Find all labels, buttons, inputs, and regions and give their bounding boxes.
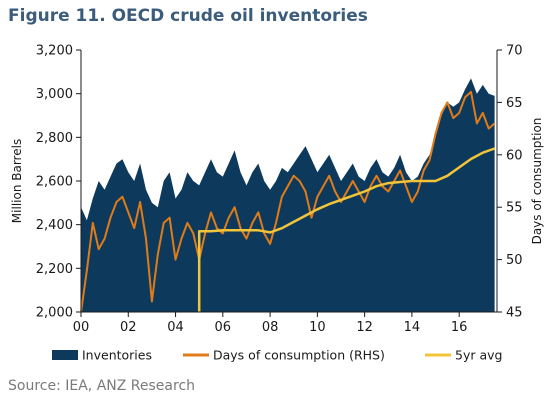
right-tick-label: 60: [506, 148, 523, 163]
right-tick-label: 70: [506, 44, 523, 59]
left-tick-label: 3,200: [36, 44, 73, 59]
line-layer: [80, 90, 496, 313]
x-tick-label: 06: [215, 320, 232, 335]
right-axis-title: Days of consumption: [530, 118, 544, 245]
x-tick-label: 10: [309, 320, 326, 335]
left-tick-label: 2,400: [36, 218, 73, 233]
x-tick-label: 14: [404, 320, 421, 335]
left-tick-label: 2,600: [36, 175, 73, 190]
left-tick-label: 2,000: [36, 306, 73, 321]
left-tick-label: 3,000: [36, 87, 73, 102]
x-tick-label: 12: [356, 320, 373, 335]
inventories-area: [81, 78, 495, 313]
axes-layer: 2,000 2,200 2,400 2,600 2,800 3,000 3,200 45 50 5…: [10, 44, 544, 336]
right-tick-label: 50: [506, 253, 523, 268]
legend-days-of-consumption-label: Days of consumption (RHS): [213, 348, 385, 363]
legend-five-year-average-label: 5yr avg: [455, 348, 502, 363]
x-tick-label: 16: [451, 320, 468, 335]
source-note: Source: IEA, ANZ Research: [8, 378, 196, 394]
left-tick-label: 2,800: [36, 131, 73, 146]
right-tick-label: 55: [506, 201, 523, 216]
right-tick-label: 45: [506, 306, 523, 321]
legend: Inventories Days of consumption (RHS) 5yr …: [52, 348, 502, 363]
days-of-consumption-line: [80, 90, 496, 313]
left-axis-title: Million Barrels: [10, 139, 24, 223]
legend-inventories-swatch: [52, 350, 78, 360]
left-tick-label: 2,200: [36, 262, 73, 277]
x-tick-label: 04: [167, 320, 184, 335]
legend-inventories-label: Inventories: [82, 348, 152, 363]
chart-title: Figure 11. OECD crude oil inventories: [8, 6, 368, 26]
chart-canvas: 2,000 2,200 2,400 2,600 2,800 3,000 3,200 45 50 5…: [10, 44, 544, 363]
x-tick-label: 08: [262, 320, 279, 335]
five-year-average-line: [197, 147, 496, 312]
area-layer: [81, 78, 495, 313]
right-tick-label: 65: [506, 96, 523, 111]
x-tick-label: 02: [120, 320, 137, 335]
x-tick-label: 00: [73, 320, 90, 335]
